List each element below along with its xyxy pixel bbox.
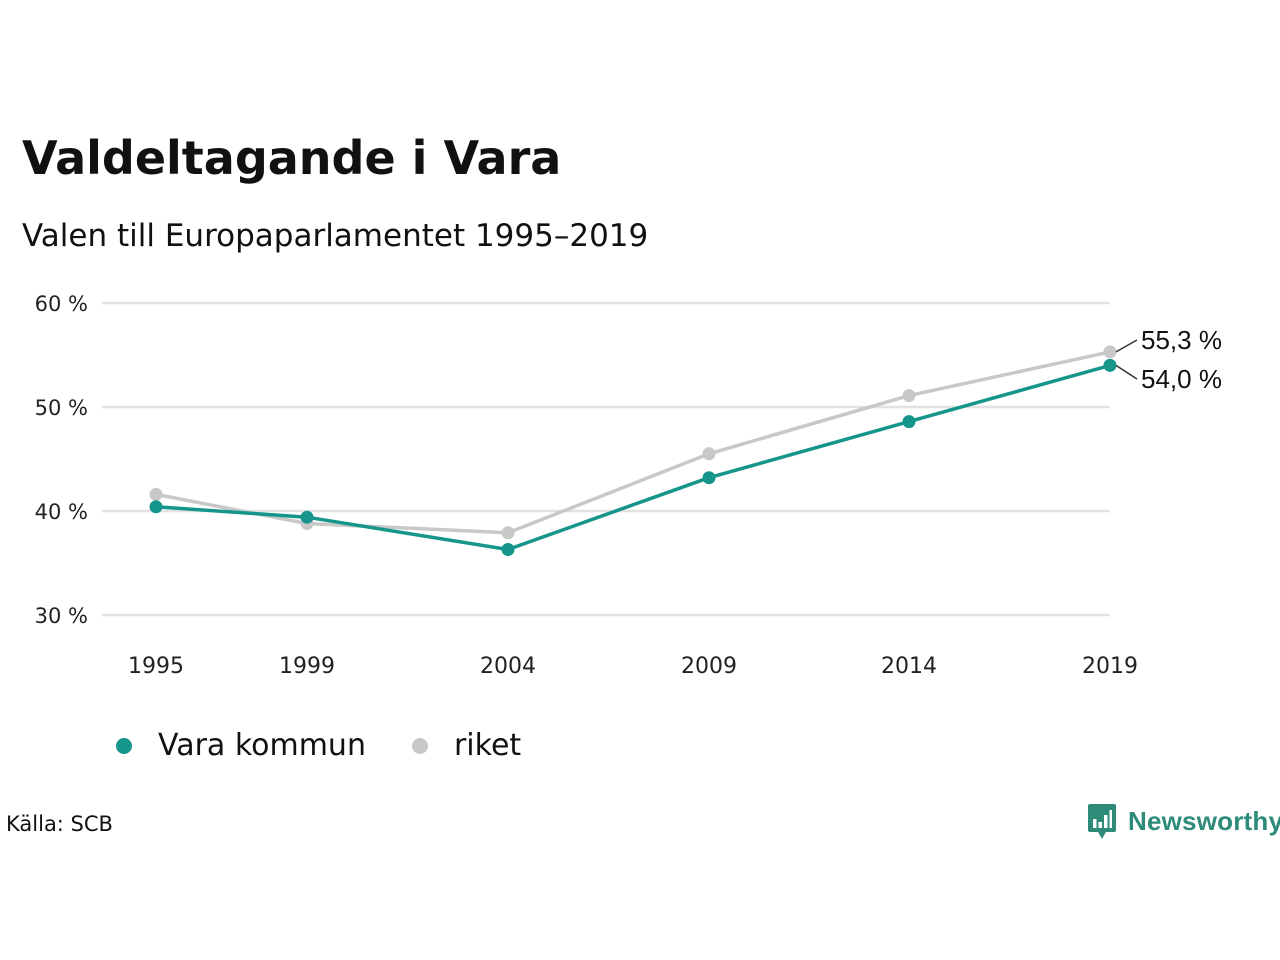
bar-chart-speech-bubble-icon (1088, 804, 1116, 839)
data-point-riket (149, 487, 163, 501)
end-label-connector (1115, 364, 1138, 380)
x-axis-tick-labels: 1995 1999 2004 2009 2014 2019 (128, 654, 1138, 679)
series-line-riket (154, 350, 1112, 535)
data-point-vara-kommun (1103, 358, 1117, 372)
series-line-vara-kommun (154, 363, 1112, 552)
data-points (149, 345, 1117, 556)
data-point-vara-kommun (501, 543, 515, 556)
data-point-riket (501, 526, 515, 540)
legend-item-vara-kommun: Vara kommun (110, 726, 366, 766)
x-tick-label: 2004 (480, 654, 536, 679)
end-value-label: 54,0 % (1141, 364, 1222, 394)
chart-subtitle: Valen till Europaparlamentet 1995–2019 (22, 218, 649, 254)
legend-label-riket: riket (453, 728, 522, 763)
series-lines (154, 350, 1112, 552)
end-label-connector (1115, 339, 1138, 353)
end-value-label: 55,3 % (1141, 325, 1222, 355)
newsworthy-logo: Newsworthy (1088, 802, 1280, 840)
data-point-vara-kommun (702, 471, 716, 485)
y-tick-label: 50 % (35, 396, 88, 420)
gridlines (102, 301, 1110, 617)
end-value-labels: 55,3 % 54,0 % (1115, 325, 1222, 394)
data-point-riket (1103, 345, 1117, 359)
legend: Vara kommun riket (110, 726, 561, 766)
data-point-vara-kommun (902, 415, 916, 429)
x-tick-label: 2009 (681, 654, 737, 679)
legend-label-vara-kommun: Vara kommun (158, 728, 366, 763)
x-tick-label: 1999 (279, 654, 335, 679)
y-tick-label: 60 % (35, 292, 88, 316)
x-tick-label: 1995 (128, 654, 184, 679)
y-tick-label: 40 % (35, 500, 88, 524)
logo-text: Newsworthy (1128, 805, 1280, 836)
x-tick-label: 2019 (1082, 654, 1138, 679)
y-axis-tick-labels: 30 % 40 % 50 % 60 % (35, 292, 88, 628)
source-note: Källa: SCB (6, 812, 113, 836)
data-point-vara-kommun (300, 510, 314, 524)
legend-item-riket: riket (406, 726, 521, 766)
data-point-riket (902, 389, 916, 403)
chart-title: Valdeltagande i Vara (22, 131, 562, 185)
y-tick-label: 30 % (35, 604, 88, 628)
legend-marker-vara-kommun (116, 738, 132, 754)
data-point-riket (702, 447, 716, 461)
legend-marker-riket (411, 738, 428, 754)
x-tick-label: 2014 (881, 654, 937, 679)
data-point-vara-kommun (149, 500, 163, 514)
